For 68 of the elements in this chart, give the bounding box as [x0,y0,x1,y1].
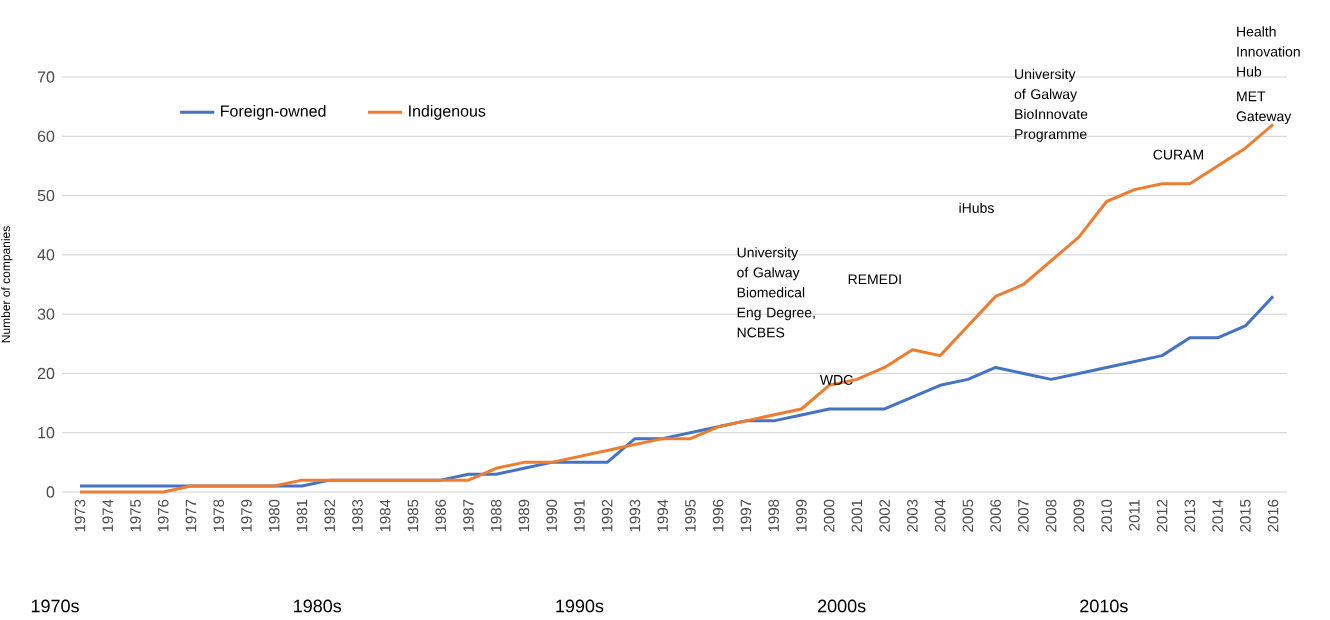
x-tick-label: 2003 [907,499,918,532]
x-tick-label: 2011 [1129,499,1140,531]
annotation: University of Galway Biomedical Eng Degree, NCBES [737,247,815,338]
x-tick-label: 2002 [879,499,890,532]
x-tick-label: 2004 [934,499,946,532]
x-tick-label: 2012 [1156,499,1168,532]
x-tick-label: 1979 [241,499,252,532]
legend-label: Indigenous [409,104,486,120]
y-tick-label: 10 [38,427,55,439]
x-tick-label: 1976 [157,499,169,532]
x-tick-label: 1987 [463,499,474,532]
text: Health Innovation Hub [1237,26,1300,77]
text: 2000s [818,599,866,613]
y-tick-label: 0 [46,486,55,498]
annotation: iHubs [959,202,994,213]
x-tick-label: 1974 [102,499,114,532]
y-tick-label: 70 [37,71,55,83]
annotation: MET Gateway [1236,91,1292,125]
text: 2010s [1080,599,1128,613]
annotation: REMEDI [848,274,901,285]
x-tick-label: 1985 [407,499,419,532]
x-tick-label: 1981 [296,499,308,532]
x-tick-label: 2013 [1184,499,1196,532]
x-tick-label: 1999 [796,499,807,532]
x-tick-label: 1995 [685,499,696,532]
text: 1980s [294,599,342,613]
x-tick-label: 2009 [1073,499,1085,532]
x-tick-label: 2001 [851,499,863,532]
text: 1990s [556,599,604,613]
x-tick-label: 1996 [712,499,724,532]
annotation: WDC [819,374,853,385]
x-tick-label: 2007 [1018,499,1029,532]
x-tick-label: 1982 [324,499,336,532]
y-tick-label: 40 [37,249,55,261]
x-tick-label: 1992 [601,499,613,532]
text: 1970s [31,599,79,613]
x-tick-label: 1977 [185,499,197,532]
annotation: University of Galway BioInnovate Programme [1014,68,1088,142]
x-tick-label: 1998 [768,499,779,532]
x-tick-label: 1997 [740,499,752,532]
x-tick-label: 1975 [130,499,141,532]
x-tick-label: 1993 [629,499,641,532]
y-tick-label: 50 [37,189,55,202]
x-tick-label: 2016 [1267,499,1279,532]
y-tick-label: 20 [37,367,55,380]
annotation: CURAM [1153,149,1203,160]
legend-label: Foreign-owned [221,104,326,120]
x-tick-label: 1991 [574,499,585,532]
x-tick-label: 2015 [1240,499,1251,532]
x-tick-label: 1980 [268,499,280,532]
x-tick-label: 2006 [990,499,1001,532]
x-tick-label: 1984 [379,499,391,532]
y-tick-label: 30 [37,308,55,320]
x-tick-label: 1994 [657,499,668,532]
x-tick-label: 2010 [1101,499,1112,532]
x-tick-label: 1989 [518,499,530,532]
x-tick-label: 2000 [823,499,835,532]
x-tick-label: 1973 [74,499,86,532]
x-tick-label: 1983 [352,499,363,532]
x-tick-label: 1986 [435,499,447,532]
x-tick-label: 1990 [546,499,558,532]
y-axis-title: Number of companies [1,226,13,343]
y-tick-label: 60 [37,130,55,142]
x-tick-label: 2014 [1212,499,1223,532]
x-tick-label: 1978 [213,499,225,532]
x-tick-label: 2005 [962,499,974,532]
x-tick-label: 1988 [490,499,502,532]
x-tick-label: 2008 [1045,499,1057,532]
